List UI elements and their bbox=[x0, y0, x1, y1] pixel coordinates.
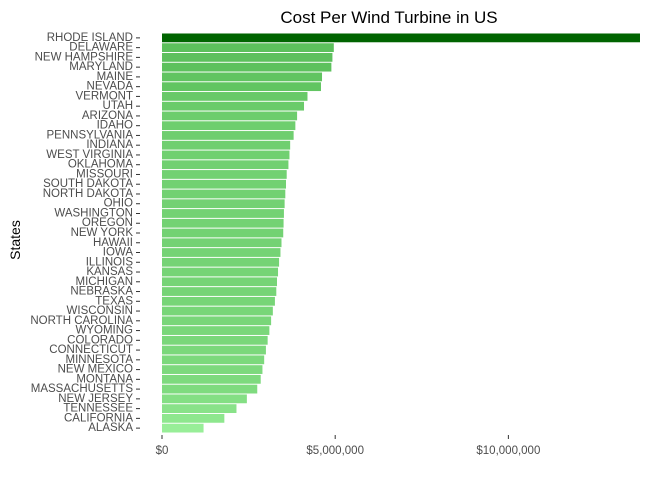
y-tick-label-pennsylvania: PENNSYLVANIA bbox=[47, 129, 134, 141]
bars-group bbox=[162, 33, 640, 433]
y-tick-label-south-dakota: SOUTH DAKOTA bbox=[43, 178, 133, 190]
y-tick-label-arizona: ARIZONA bbox=[82, 110, 133, 122]
y-tick-label-california: CALIFORNIA bbox=[64, 412, 133, 424]
bar-maine bbox=[162, 72, 323, 82]
bar-north-carolina bbox=[162, 316, 272, 326]
bar-california bbox=[162, 413, 225, 423]
y-tick-label-maine: MAINE bbox=[97, 71, 134, 83]
bar-wisconsin bbox=[162, 306, 273, 316]
bar-oklahoma bbox=[162, 160, 289, 170]
bar-colorado bbox=[162, 335, 268, 345]
y-tick-label-vermont: VERMONT bbox=[76, 90, 134, 102]
y-tick-label-michigan: MICHIGAN bbox=[76, 276, 134, 288]
bar-kansas bbox=[162, 267, 279, 277]
y-tick-label-west-virginia: WEST VIRGINIA bbox=[46, 149, 133, 161]
y-tick-label-illinois: ILLINOIS bbox=[86, 256, 134, 268]
bar-nebraska bbox=[162, 287, 277, 296]
bar-idaho bbox=[162, 121, 296, 131]
x-tick-label: $5,000,000 bbox=[306, 445, 364, 457]
x-tick-label: $10,000,000 bbox=[476, 445, 540, 457]
bar-iowa bbox=[162, 248, 281, 257]
y-tick-label-hawaii: HAWAII bbox=[93, 237, 133, 249]
bar-alaska bbox=[162, 423, 204, 433]
y-tick-label-washington: WASHINGTON bbox=[54, 207, 133, 219]
bar-minnesota bbox=[162, 355, 265, 365]
y-tick-label-iowa: IOWA bbox=[103, 247, 134, 259]
y-tick-label-new-jersey: NEW JERSEY bbox=[58, 393, 133, 405]
y-tick-label-maryland: MARYLAND bbox=[69, 61, 133, 73]
bar-vermont bbox=[162, 92, 308, 101]
y-tick-label-oregon: OREGON bbox=[82, 217, 133, 229]
bar-arizona bbox=[162, 111, 298, 121]
bar-oregon bbox=[162, 218, 284, 228]
y-tick-label-wyoming: WYOMING bbox=[76, 325, 134, 337]
y-tick-label-kansas: KANSAS bbox=[86, 266, 133, 278]
bar-tennessee bbox=[162, 404, 237, 413]
x-tick-label: $0 bbox=[156, 445, 169, 457]
bar-new-jersey bbox=[162, 394, 247, 404]
bar-indiana bbox=[162, 140, 291, 150]
y-tick-label-idaho: IDAHO bbox=[97, 120, 133, 132]
y-tick-label-north-dakota: NORTH DAKOTA bbox=[43, 188, 134, 200]
y-tick-label-new-york: NEW YORK bbox=[71, 227, 134, 239]
bar-rhode-island bbox=[162, 33, 640, 43]
y-tick-label-missouri: MISSOURI bbox=[76, 168, 133, 180]
bar-ohio bbox=[162, 199, 285, 209]
y-tick-label-connecticut: CONNECTICUT bbox=[49, 344, 133, 356]
bar-south-dakota bbox=[162, 179, 287, 189]
y-axis-label: States bbox=[7, 220, 23, 260]
bar-massachusetts bbox=[162, 384, 258, 394]
y-tick-label-alaska: ALASKA bbox=[88, 422, 133, 434]
bar-wyoming bbox=[162, 326, 270, 335]
y-tick-label-tennessee: TENNESSEE bbox=[63, 403, 133, 415]
bar-north-dakota bbox=[162, 189, 286, 199]
y-tick-label-minnesota: MINNESOTA bbox=[65, 354, 133, 366]
x-axis: $0 $5,000,000 $10,000,000 bbox=[156, 435, 540, 457]
y-tick-label-indiana: INDIANA bbox=[86, 139, 133, 151]
chart-title: Cost Per Wind Turbine in US bbox=[280, 8, 497, 27]
y-tick-label-new-mexico: NEW MEXICO bbox=[58, 364, 133, 376]
y-tick-label-new-hampshire: NEW HAMPSHIRE bbox=[35, 51, 134, 63]
bar-pennsylvania bbox=[162, 131, 294, 140]
bar-nevada bbox=[162, 82, 321, 92]
y-tick-label-massachusetts: MASSACHUSETTS bbox=[31, 383, 134, 395]
y-tick-label-montana: MONTANA bbox=[76, 373, 133, 385]
y-tick-label-north-carolina: NORTH CAROLINA bbox=[30, 315, 133, 327]
y-tick-label-utah: UTAH bbox=[103, 100, 133, 112]
bar-utah bbox=[162, 101, 305, 111]
bar-maryland bbox=[162, 62, 332, 72]
bar-new-mexico bbox=[162, 365, 263, 374]
bar-hawaii bbox=[162, 238, 282, 248]
bar-missouri bbox=[162, 170, 287, 179]
y-tick-label-nevada: NEVADA bbox=[87, 81, 134, 93]
bar-michigan bbox=[162, 277, 277, 287]
bar-illinois bbox=[162, 257, 280, 267]
y-tick-label-nebraska: NEBRASKA bbox=[70, 286, 133, 298]
bar-montana bbox=[162, 374, 261, 384]
y-tick-label-delaware: DELAWARE bbox=[69, 42, 133, 54]
bar-new-york bbox=[162, 228, 284, 238]
bar-delaware bbox=[162, 43, 334, 53]
y-tick-label-texas: TEXAS bbox=[95, 295, 133, 307]
y-tick-label-wisconsin: WISCONSIN bbox=[67, 305, 133, 317]
bar-washington bbox=[162, 209, 284, 218]
bar-new-hampshire bbox=[162, 53, 333, 62]
bar-connecticut bbox=[162, 345, 266, 355]
y-tick-label-ohio: OHIO bbox=[104, 198, 133, 210]
bar-west-virginia bbox=[162, 150, 290, 160]
y-tick-label-rhode-island: RHODE ISLAND bbox=[47, 32, 133, 44]
y-tick-label-colorado: COLORADO bbox=[67, 334, 133, 346]
y-tick-label-oklahoma: OKLAHOMA bbox=[68, 159, 134, 171]
bar-texas bbox=[162, 296, 275, 306]
